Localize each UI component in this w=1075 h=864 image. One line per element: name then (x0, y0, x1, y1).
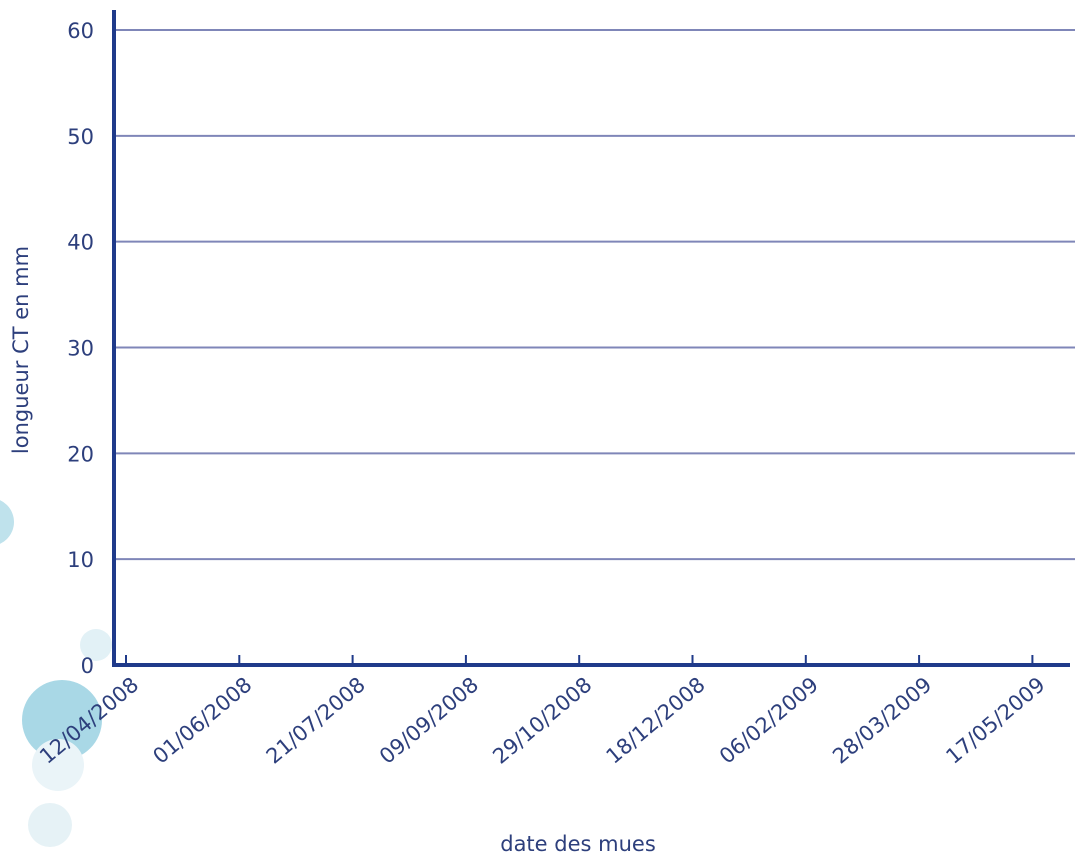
decorative-bubble (28, 803, 72, 847)
y-tick-label: 10 (67, 548, 94, 572)
x-axis-ticks: 12/04/2008 01/06/2008 21/07/2008 09/09/2008… (35, 655, 1050, 769)
gridlines (114, 29, 1075, 561)
y-axis-title: longueur CT en mm (9, 246, 33, 454)
x-tick-label: 28/03/2009 (828, 672, 936, 768)
decorative-bubble (22, 680, 102, 760)
y-tick-label: 30 (67, 337, 94, 361)
x-tick-label: 01/06/2008 (148, 672, 256, 768)
y-tick-label: 40 (67, 231, 94, 255)
x-axis-title: date des mues (500, 832, 656, 856)
y-tick-label: 60 (67, 19, 94, 43)
y-axis-ticks: 0 10 20 30 40 50 60 (67, 19, 94, 678)
decorative-bubble (0, 500, 14, 544)
y-tick-label: 0 (81, 654, 94, 678)
decorative-bubbles (0, 500, 112, 847)
decorative-bubble (80, 629, 112, 661)
x-tick-label: 18/12/2008 (602, 672, 710, 768)
x-tick-label: 29/10/2008 (488, 672, 596, 768)
decorative-bubble (32, 739, 84, 791)
x-tick-label: 21/07/2008 (262, 672, 370, 768)
x-tick-label: 17/05/2009 (941, 672, 1049, 768)
x-tick-label: 09/09/2008 (375, 672, 483, 768)
y-tick-label: 50 (67, 125, 94, 149)
x-tick-label: 06/02/2009 (715, 672, 823, 768)
y-tick-label: 20 (67, 442, 94, 466)
